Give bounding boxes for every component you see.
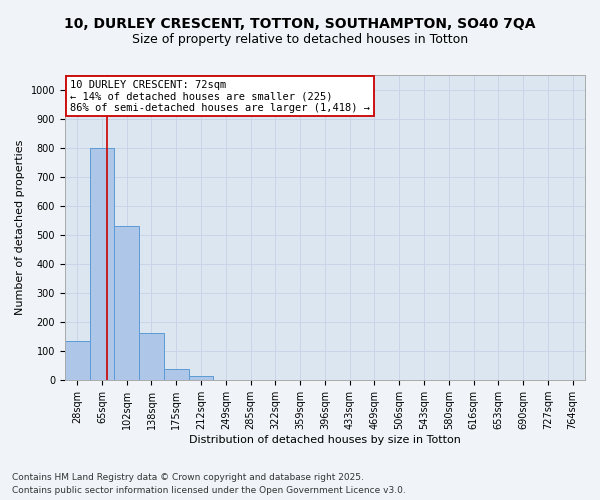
Bar bbox=[164, 368, 188, 380]
Text: 10, DURLEY CRESCENT, TOTTON, SOUTHAMPTON, SO40 7QA: 10, DURLEY CRESCENT, TOTTON, SOUTHAMPTON… bbox=[64, 18, 536, 32]
Text: Size of property relative to detached houses in Totton: Size of property relative to detached ho… bbox=[132, 32, 468, 46]
Bar bbox=[139, 333, 164, 380]
Text: Contains public sector information licensed under the Open Government Licence v3: Contains public sector information licen… bbox=[12, 486, 406, 495]
Bar bbox=[89, 148, 115, 380]
Bar bbox=[115, 226, 139, 380]
Text: Contains HM Land Registry data © Crown copyright and database right 2025.: Contains HM Land Registry data © Crown c… bbox=[12, 472, 364, 482]
X-axis label: Distribution of detached houses by size in Totton: Distribution of detached houses by size … bbox=[189, 435, 461, 445]
Text: 10 DURLEY CRESCENT: 72sqm
← 14% of detached houses are smaller (225)
86% of semi: 10 DURLEY CRESCENT: 72sqm ← 14% of detac… bbox=[70, 80, 370, 113]
Bar bbox=[65, 341, 89, 380]
Y-axis label: Number of detached properties: Number of detached properties bbox=[15, 140, 25, 316]
Bar bbox=[188, 376, 214, 380]
